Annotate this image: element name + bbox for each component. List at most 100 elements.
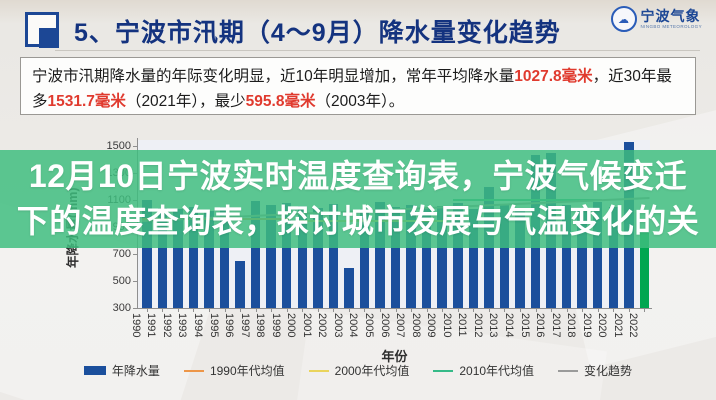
x-tick-label-2022: 2022 — [627, 313, 640, 338]
legend-item: 2010年代均值 — [433, 362, 534, 379]
bar-2005 — [375, 202, 385, 308]
headline-overlay-banner: 12月10日宁波实时温度查询表，宁波气候变迁 下的温度查询表，探讨城市发展与气温… — [0, 150, 716, 248]
x-tick-mark — [457, 309, 459, 312]
x-tick-label-2012: 2012 — [471, 313, 484, 338]
bar-2017 — [561, 204, 572, 308]
bar-1998 — [266, 205, 276, 308]
x-tick-label-2014: 2014 — [502, 313, 515, 338]
x-tick-label-1996: 1996 — [223, 313, 236, 338]
bar-1993 — [188, 206, 199, 308]
summary-text: 宁波市汛期降水量的年际变化明显，近10年明显增加，常年平均降水量 — [32, 68, 515, 85]
chart-legend: 年降水量 1990年代均值 2000年代均值 2010年代均值 变化趋势 — [0, 362, 716, 379]
x-tick-mark — [551, 309, 553, 312]
bar-2006 — [390, 206, 401, 308]
x-axis-title: 年份 — [381, 349, 408, 364]
x-tick-mark — [395, 309, 397, 312]
y-tick-mark — [133, 254, 137, 255]
x-tick-mark — [193, 309, 195, 312]
bar-2007 — [406, 204, 416, 308]
summary-text: （2003年）。 — [315, 93, 405, 110]
legend-swatch — [183, 369, 204, 372]
x-tick-mark — [224, 309, 226, 312]
y-tick-label: 500 — [112, 275, 131, 287]
x-tick-label-2015: 2015 — [518, 313, 531, 338]
x-tick-mark — [255, 309, 257, 312]
bar-2000 — [297, 206, 307, 308]
bar-2014 — [515, 210, 525, 308]
bar-2018 — [577, 208, 587, 308]
x-tick-label-2004: 2004 — [347, 313, 360, 338]
legend-swatch — [83, 366, 106, 375]
overlay-headline-line2: 下的温度查询表，探讨城市发展与气温变化的关 — [16, 203, 700, 239]
legend-item: 2000年代均值 — [308, 362, 409, 379]
y-tick-label: 300 — [112, 302, 131, 314]
x-tick-label-2000: 2000 — [285, 313, 298, 338]
x-tick-label-1997: 1997 — [238, 313, 251, 338]
x-tick-label-2008: 2008 — [409, 313, 422, 338]
x-tick-label-2017: 2017 — [549, 313, 562, 338]
x-tick-label-2006: 2006 — [378, 313, 391, 338]
legend-swatch — [558, 369, 579, 372]
bar-2020 — [608, 206, 618, 308]
summary-highlight-value: 1027.8毫米 — [514, 68, 593, 85]
legend-item: 年降水量 — [83, 362, 160, 379]
x-tick-mark — [240, 309, 242, 312]
header-divider — [55, 50, 700, 51]
summary-highlight-value: 595.8毫米 — [245, 93, 316, 110]
x-tick-label-1990: 1990 — [129, 313, 142, 338]
x-tick-label-2016: 2016 — [534, 313, 547, 338]
x-tick-label-2019: 2019 — [580, 313, 593, 338]
x-tick-label-1994: 1994 — [191, 313, 204, 338]
x-tick-mark — [426, 309, 428, 312]
legend-label: 1990年代均值 — [209, 364, 285, 378]
legend-label: 年降水量 — [111, 364, 160, 378]
x-tick-mark — [286, 309, 288, 312]
x-tick-mark — [644, 309, 646, 312]
legend-swatch — [433, 369, 454, 372]
precipitation-bar-chart: 年降水量(mm) 年份 年降水量1990年代均值2000年代均值2010年代均值… — [0, 100, 716, 400]
bar-1995 — [219, 207, 230, 308]
x-tick-mark — [566, 309, 568, 312]
overlay-headline-line1: 12月10日宁波实时温度查询表，宁波气候变迁 — [28, 158, 688, 194]
bar-1990 — [142, 200, 152, 308]
bar-2022 — [639, 233, 650, 308]
x-tick-mark — [302, 309, 304, 312]
legend-item: 变化趋势 — [558, 362, 632, 379]
x-tick-label-1999: 1999 — [269, 313, 282, 338]
y-tick-mark — [133, 146, 137, 147]
x-tick-mark — [411, 309, 413, 312]
logo-text-en: NINGBO METEOROLOGY — [640, 23, 702, 29]
x-tick-label-2009: 2009 — [425, 313, 438, 338]
bar-2009 — [437, 206, 447, 308]
legend-label: 2010年代均值 — [459, 364, 535, 378]
x-tick-label-1995: 1995 — [207, 313, 220, 338]
x-tick-mark — [146, 309, 148, 312]
x-tick-label-2011: 2011 — [456, 313, 469, 337]
x-tick-label-2013: 2013 — [487, 313, 500, 338]
bar-1996 — [235, 260, 245, 308]
x-tick-mark — [333, 309, 335, 312]
bar-2011 — [468, 209, 479, 308]
x-tick-mark — [473, 309, 475, 312]
x-tick-mark — [162, 309, 164, 312]
x-tick-mark — [317, 309, 319, 312]
bar-2001 — [313, 208, 323, 308]
x-tick-mark — [380, 309, 381, 312]
x-tick-mark — [504, 309, 506, 312]
bar-1997 — [250, 201, 261, 308]
x-tick-label-2007: 2007 — [394, 313, 407, 338]
cloud-logo-icon: ☁ — [610, 6, 637, 32]
x-tick-mark — [177, 309, 179, 312]
logo-text-cn: 宁波气象 — [640, 7, 701, 24]
x-tick-label-1998: 1998 — [254, 313, 267, 338]
legend-item: 1990年代均值 — [183, 362, 285, 379]
x-tick-label-1991: 1991 — [145, 313, 158, 338]
x-tick-mark — [597, 309, 599, 312]
x-tick-mark — [519, 309, 521, 312]
bar-2010 — [453, 203, 463, 308]
x-tick-mark — [628, 309, 630, 312]
legend-label: 变化趋势 — [584, 364, 633, 378]
x-tick-mark — [271, 309, 273, 312]
summary-text: （2021年），最少 — [125, 93, 246, 110]
